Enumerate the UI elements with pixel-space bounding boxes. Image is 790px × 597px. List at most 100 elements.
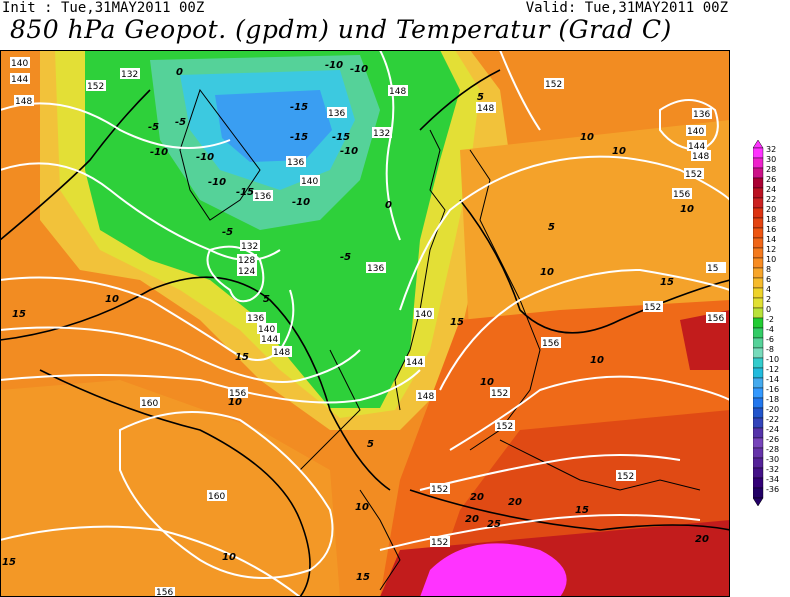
temp-label: -5 — [175, 117, 186, 128]
legend-swatch — [752, 277, 764, 289]
gpdm-label: 152 — [617, 472, 634, 482]
gpdm-label: 136 — [328, 109, 345, 119]
gpdm-label: 152 — [431, 538, 448, 548]
legend-svg: 32302826242220181614121086420-2-4-6-8-10… — [752, 139, 779, 507]
temp-label: 0 — [385, 200, 392, 211]
temp-label: 0 — [176, 67, 183, 78]
legend-swatch — [752, 267, 764, 279]
legend-swatch — [752, 337, 764, 349]
gpdm-label: 15 — [707, 264, 718, 274]
legend-swatch — [752, 487, 764, 499]
legend-tick-label: 2 — [766, 295, 771, 304]
gpdm-label: 148 — [417, 392, 434, 402]
legend-swatch — [752, 227, 764, 239]
legend-tick-label: 8 — [766, 265, 771, 274]
color-legend: 32 30 28 26 24 22 20 18 16 14 12 10 8 6 4 2 0 -2 -4 -6 -8 -10… — [752, 139, 790, 510]
legend-swatch — [752, 417, 764, 429]
legend-tick-label: 16 — [766, 225, 776, 234]
temp-label: -5 — [222, 227, 233, 238]
gpdm-label: 152 — [87, 82, 104, 92]
legend-swatch — [752, 257, 764, 269]
legend-tick-label: 4 — [766, 285, 771, 294]
legend-swatch — [752, 407, 764, 419]
gpdm-label: 148 — [389, 87, 406, 97]
geopotential-labels: 140 144 148 152 132 136 140 136 132 128 … — [10, 57, 726, 597]
legend-tick-label: -36 — [766, 485, 779, 494]
temp-label: 15 — [12, 309, 26, 320]
isotherms — [0, 69, 730, 597]
init-time-label: Init : Tue,31MAY2011 00Z — [2, 0, 205, 16]
legend-tick-label: 14 — [766, 235, 776, 244]
temp-label: 15 — [2, 557, 16, 568]
gpdm-label: 152 — [685, 170, 702, 180]
gpdm-label: 156 — [156, 588, 173, 597]
gpdm-label: 160 — [141, 399, 158, 409]
gpdm-label: 136 — [287, 158, 304, 168]
legend-tick-label: -18 — [766, 395, 779, 404]
gpdm-label: 144 — [11, 75, 28, 85]
temp-label: 20 — [695, 534, 709, 545]
gpdm-label: 144 — [406, 358, 423, 368]
legend-swatch — [752, 387, 764, 399]
legend-tick-label: -14 — [766, 375, 779, 384]
temp-label: -10 — [208, 177, 226, 188]
chart-title: 850 hPa Geopot. (gpdm) und Temperatur (G… — [10, 15, 672, 44]
gpdm-label: 136 — [693, 110, 710, 120]
legend-tick-label: -26 — [766, 435, 779, 444]
temperature-labels: -10 -10 -5 -5 -15 -15 -10 -10 -10 -15 -1… — [2, 60, 709, 583]
legend-tick-label: -6 — [766, 335, 774, 344]
legend-swatch — [752, 207, 764, 219]
gpdm-label: 148 — [477, 104, 494, 114]
temp-label: -10 — [292, 197, 310, 208]
gpdm-label: 148 — [692, 152, 709, 162]
temp-label: 5 — [548, 222, 555, 233]
legend-tick-label: 10 — [766, 255, 776, 264]
legend-tick-label: -32 — [766, 465, 779, 474]
legend-swatch — [752, 447, 764, 459]
legend-swatch — [752, 217, 764, 229]
gpdm-label: 144 — [688, 142, 705, 152]
temp-label: 10 — [222, 552, 236, 563]
temp-label: 10 — [680, 204, 694, 215]
legend-tick-label: 28 — [766, 165, 776, 174]
legend-tick-label: 32 — [766, 145, 776, 154]
legend-tick-label: -24 — [766, 425, 779, 434]
ocean-fill-southwest — [0, 380, 340, 597]
temp-label: 5 — [477, 92, 484, 103]
gpdm-label: 140 — [11, 59, 28, 69]
legend-swatch — [752, 167, 764, 179]
temp-label: 5 — [263, 294, 270, 305]
legend-top-arrow — [752, 139, 764, 149]
legend-swatch — [752, 347, 764, 359]
legend-tick-label: -16 — [766, 385, 779, 394]
cold-pool-blue — [215, 90, 332, 162]
temp-label: 15 — [575, 505, 589, 516]
legend-swatch — [752, 157, 764, 169]
legend-swatch — [752, 427, 764, 439]
legend-tick-label: 12 — [766, 245, 776, 254]
legend-swatch — [752, 377, 764, 389]
gpdm-label: 124 — [238, 267, 255, 277]
legend-swatch — [752, 457, 764, 469]
map-canvas: 140 144 148 152 132 136 140 136 132 128 … — [0, 50, 730, 597]
temp-label: 10 — [355, 502, 369, 513]
temp-label: 20 — [470, 492, 484, 503]
temp-label: -10 — [325, 60, 343, 71]
legend-swatch — [752, 187, 764, 199]
gpdm-label: 156 — [229, 389, 246, 399]
legend-tick-label: -22 — [766, 415, 779, 424]
legend-swatch — [752, 477, 764, 489]
valid-time-label: Valid: Tue,31MAY2011 00Z — [525, 0, 728, 16]
gpdm-label: 152 — [545, 80, 562, 90]
gpdm-label: 136 — [247, 314, 264, 324]
hot-fill-magenta — [420, 543, 567, 597]
temp-label: -10 — [196, 152, 214, 163]
temp-label: -10 — [350, 64, 368, 75]
temp-label: 10 — [612, 146, 626, 157]
legend-swatch — [752, 467, 764, 479]
gpdm-label: 132 — [121, 70, 138, 80]
legend-tick-label: -10 — [766, 355, 779, 364]
temp-label: -5 — [340, 252, 351, 263]
gpdm-label: 160 — [208, 492, 225, 502]
geopotential-contours — [0, 50, 730, 597]
